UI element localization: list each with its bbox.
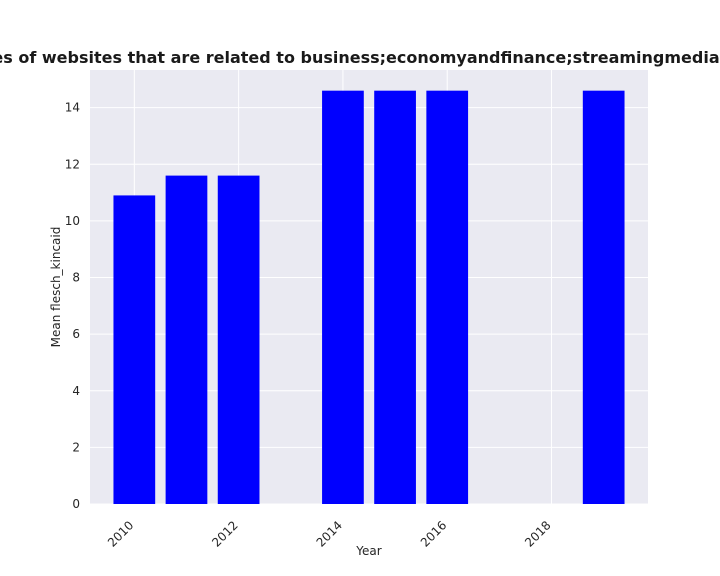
x-tick-label: 2010 — [105, 518, 136, 549]
x-tick-label: 2012 — [209, 518, 240, 549]
bar-2016 — [426, 90, 469, 505]
y-axis-label: Mean flesch_kincaid — [49, 227, 63, 348]
x-tick-label: 2016 — [418, 518, 449, 549]
y-tick-label: 8 — [72, 271, 80, 285]
bar-2011 — [165, 175, 208, 504]
y-tick-label: 0 — [72, 497, 80, 511]
bar-2014 — [322, 90, 364, 505]
bar-2019 — [582, 90, 625, 505]
y-tick-label: 6 — [72, 327, 80, 341]
y-tick-label: 14 — [65, 101, 80, 115]
bar-2012 — [217, 175, 260, 504]
bar-2015 — [374, 90, 416, 505]
y-tick-label: 2 — [72, 440, 80, 454]
chart-title: Mean flesch_kincaid in privacy policies … — [0, 48, 720, 67]
y-axis-ticks: 0 2 4 6 8 10 12 14 — [65, 101, 80, 511]
x-tick-label: 2014 — [314, 518, 345, 549]
y-tick-label: 4 — [72, 384, 80, 398]
bars — [113, 90, 625, 505]
bar-2010 — [113, 195, 156, 504]
x-axis-label: Year — [355, 544, 381, 558]
x-axis-ticks: 2010 2012 2014 2016 2018 — [105, 518, 554, 549]
y-tick-label: 10 — [65, 214, 80, 228]
y-tick-label: 12 — [65, 157, 80, 171]
x-tick-label: 2018 — [522, 518, 553, 549]
